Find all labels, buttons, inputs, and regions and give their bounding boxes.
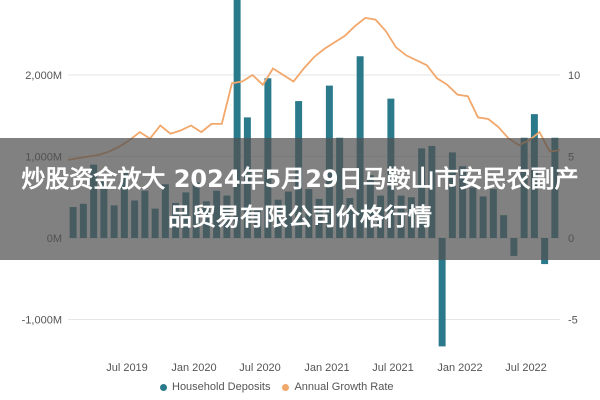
right-y-tick-label: -5: [568, 315, 578, 327]
x-tick-label: Jul 2021: [372, 362, 414, 374]
legend: Household Deposits Annual Growth Rate: [160, 379, 394, 395]
left-y-tick-label: 3,000M: [25, 0, 62, 1]
x-tick-label: Jul 2022: [505, 362, 547, 374]
x-axis: Jul 2019 Jan 2020 Jul 2020 Jan 2021 Jul 2021…: [106, 362, 547, 374]
left-y-tick-label: 2,000M: [25, 70, 62, 82]
x-tick-label: Jul 2020: [239, 362, 281, 374]
left-y-tick-label: -1,000M: [22, 315, 62, 327]
legend-item-deposits: Household Deposits: [160, 381, 270, 393]
title-band: [0, 138, 600, 260]
legend-item-growth: Annual Growth Rate: [282, 381, 394, 393]
legend-marker-deposits: [160, 383, 167, 391]
legend-label-growth: Annual Growth Rate: [294, 381, 394, 393]
x-tick-label: Jan 2022: [437, 362, 482, 374]
deposit-bar: [438, 238, 446, 347]
right-y-tick-label: 10: [568, 70, 580, 82]
legend-marker-growth: [282, 383, 290, 391]
x-tick-label: Jan 2020: [171, 362, 216, 374]
legend-label-deposits: Household Deposits: [172, 381, 271, 393]
deposit-bar: [233, 0, 241, 238]
x-tick-label: Jul 2019: [106, 362, 148, 374]
headline-text: 炒股资金放大 2024年5月29日马鞍山市安民农副产品贸易有限公司价格行情: [21, 165, 579, 231]
x-tick-label: Jan 2021: [304, 362, 349, 374]
